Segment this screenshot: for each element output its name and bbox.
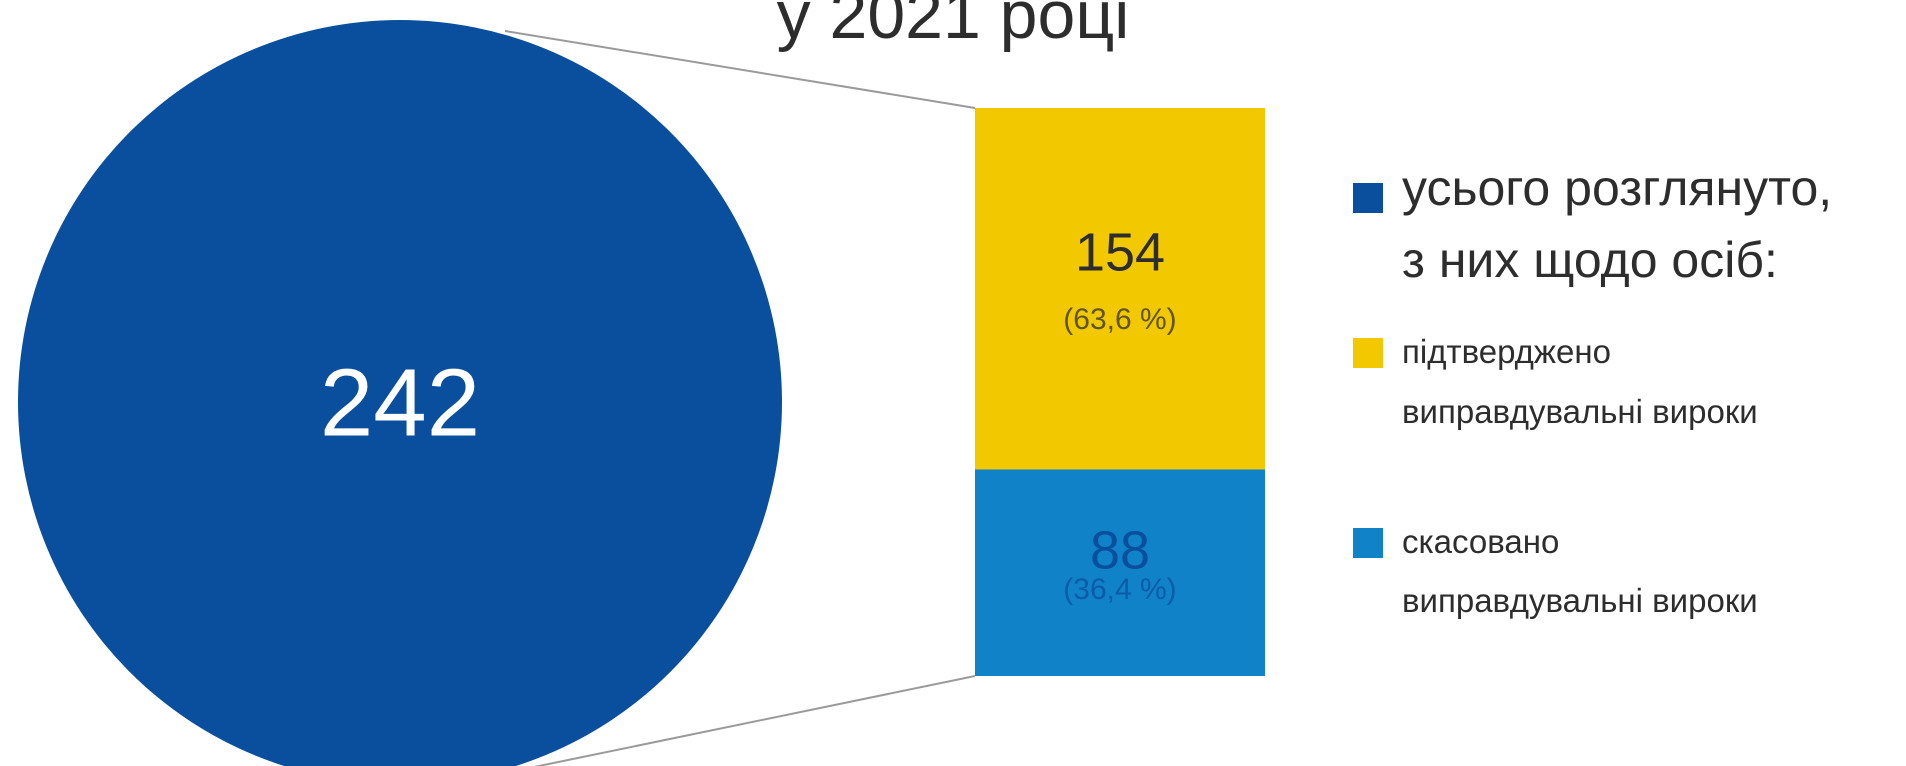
chart-title: у 2021 році xyxy=(777,0,1130,53)
pie-total-label: 242 xyxy=(320,349,480,456)
pie-slice-total xyxy=(18,20,782,766)
bar-segment-confirmed xyxy=(975,108,1265,470)
legend: усього розглянуто, з них щодо осіб: підтве… xyxy=(1353,160,1832,619)
legend-swatch-0 xyxy=(1353,183,1383,213)
connector-lines xyxy=(504,30,976,766)
legend-swatch-2 xyxy=(1353,528,1383,558)
legend-label-2: скасовано xyxy=(1402,523,1559,560)
bar-percent-label: (63,6 %) xyxy=(1063,303,1176,336)
connector-line-top xyxy=(504,30,976,109)
legend-swatch-1 xyxy=(1353,338,1383,368)
bar-value-label: 154 xyxy=(1075,222,1165,282)
bar-value-label: 88 xyxy=(1090,520,1150,580)
legend-label-0: з них щодо осіб: xyxy=(1402,232,1778,288)
connector-line-bottom xyxy=(533,675,976,766)
legend-label-2: виправдувальні вироки xyxy=(1402,582,1758,619)
bar-segment-cancelled xyxy=(975,469,1265,676)
breakdown-bar: 154 (63,6 %) 88(36,4 %) xyxy=(975,108,1265,676)
legend-label-0: усього розглянуто, xyxy=(1402,160,1832,216)
legend-label-1: виправдувальні вироки xyxy=(1402,393,1758,430)
legend-label-1: підтверджено xyxy=(1402,333,1611,370)
bar-percent-label: (36,4 %) xyxy=(1063,573,1176,606)
total-pie: 242 xyxy=(18,20,782,766)
